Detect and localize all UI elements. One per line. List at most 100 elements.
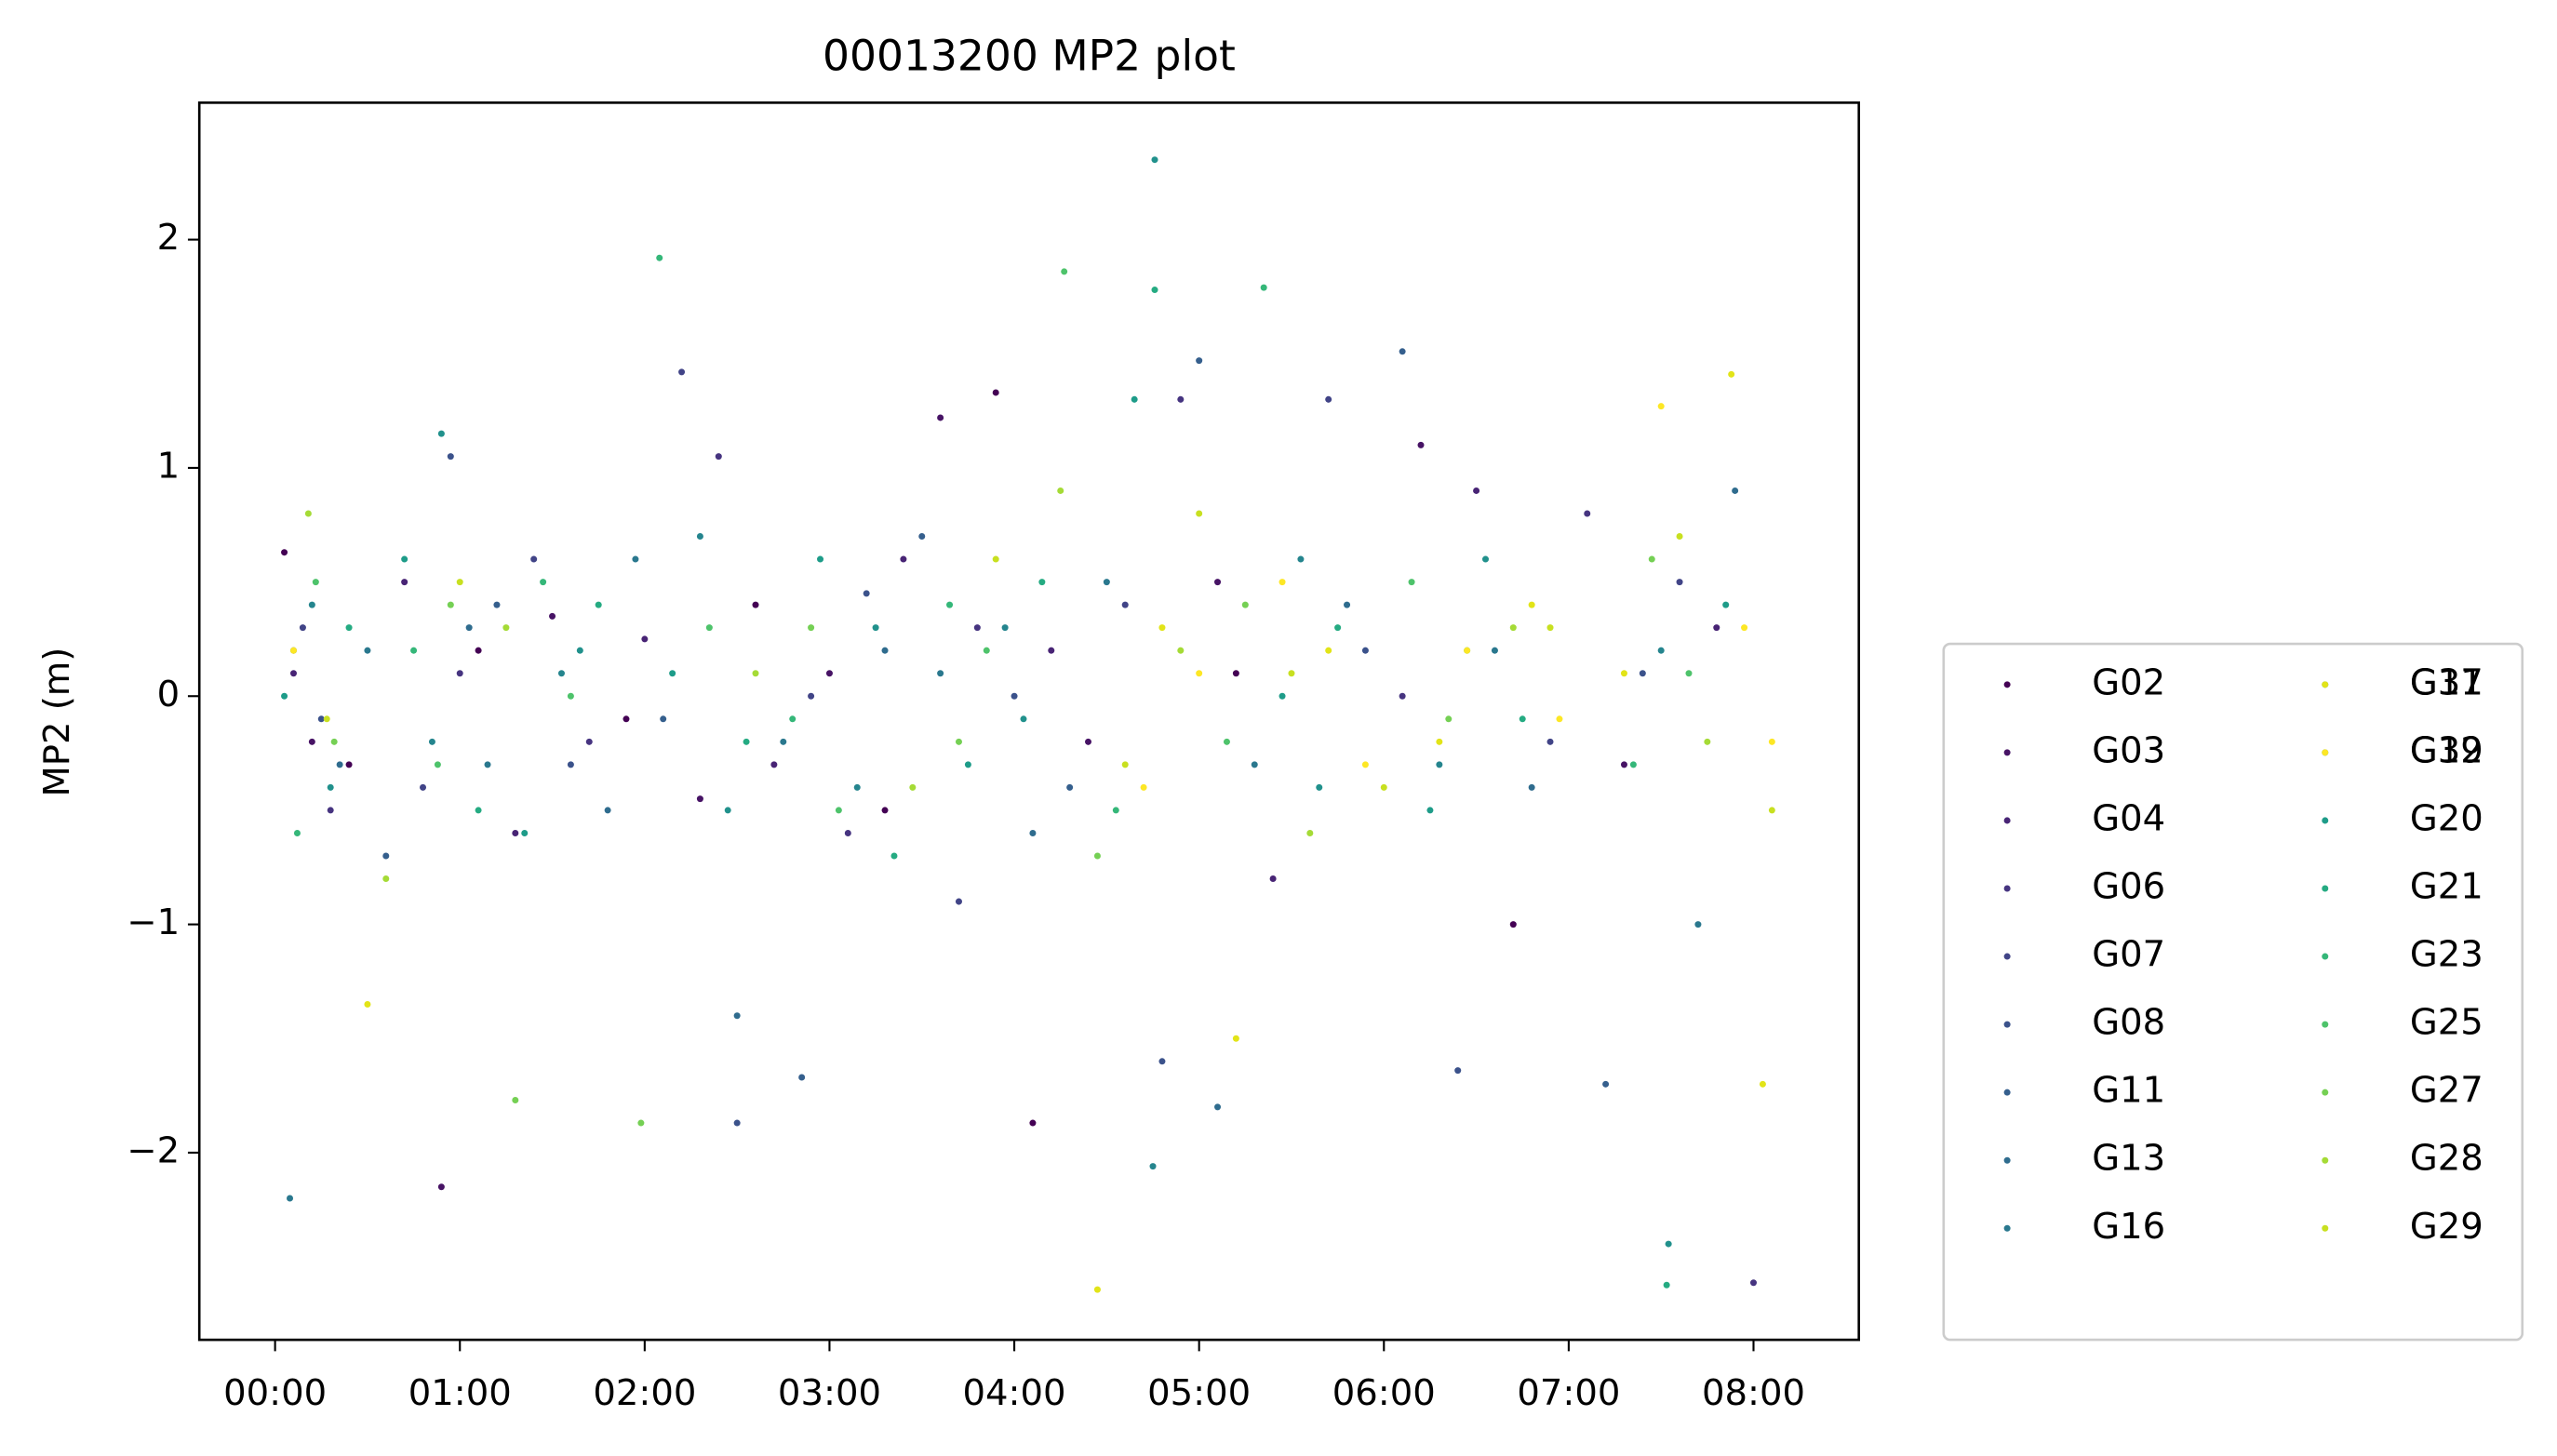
point (299, 624, 306, 632)
point (632, 555, 639, 563)
legend-label: G19 (2410, 729, 2483, 771)
point (1038, 579, 1046, 586)
point (1399, 348, 1406, 355)
point (1001, 624, 1009, 632)
point (1749, 1279, 1757, 1287)
legend-label: G31 (2410, 661, 2483, 703)
point (1556, 715, 1563, 723)
point (456, 579, 463, 586)
point (1454, 1067, 1462, 1075)
point (1316, 783, 1323, 791)
point (1177, 647, 1185, 654)
legend-label: G29 (2410, 1206, 2483, 1248)
x-tick-label: 02:00 (593, 1372, 696, 1414)
point (733, 1012, 741, 1020)
point (964, 761, 971, 768)
point (1408, 579, 1415, 586)
point (909, 783, 917, 791)
point (567, 761, 574, 768)
x-tick-label: 04:00 (963, 1372, 1066, 1414)
point (1602, 1080, 1610, 1088)
x-tick-label: 06:00 (1332, 1372, 1436, 1414)
point (1057, 487, 1064, 494)
legend-label: G04 (2092, 797, 2165, 839)
point (1732, 487, 1739, 494)
point (669, 670, 676, 677)
point (1093, 1286, 1101, 1293)
point (364, 647, 371, 654)
point (696, 795, 703, 803)
point (1445, 715, 1453, 723)
point (437, 1183, 445, 1191)
point (1528, 783, 1535, 791)
point (881, 807, 889, 814)
point (752, 601, 759, 608)
point (1061, 268, 1068, 275)
point (825, 670, 833, 677)
point (1491, 647, 1498, 654)
point (853, 783, 861, 791)
point (1196, 510, 1203, 517)
legend-marker (2003, 885, 2011, 892)
point (1663, 1281, 1670, 1289)
point (1657, 403, 1665, 410)
legend-marker (2003, 1021, 2011, 1028)
legend-label: G13 (2092, 1138, 2165, 1180)
point (1546, 738, 1554, 745)
point (289, 670, 297, 677)
point (1759, 1080, 1766, 1088)
legend-marker (2322, 681, 2329, 688)
point (401, 555, 408, 563)
point (1436, 761, 1443, 768)
legend-marker (2003, 1089, 2011, 1096)
point (1482, 555, 1490, 563)
legend-marker (2003, 749, 2011, 756)
point (752, 670, 759, 677)
point (1417, 441, 1425, 448)
point (890, 852, 898, 860)
point (1676, 579, 1683, 586)
point (1728, 370, 1735, 378)
legend-marker (2003, 953, 2011, 960)
point (1464, 647, 1471, 654)
point (1151, 156, 1158, 164)
point (410, 647, 418, 654)
point (1509, 624, 1517, 632)
point (576, 647, 583, 654)
point (521, 829, 529, 836)
point (973, 624, 981, 632)
point (312, 579, 319, 586)
point (293, 829, 301, 836)
point (437, 430, 445, 437)
point (743, 738, 750, 745)
point (937, 414, 944, 421)
y-tick-label: 0 (157, 674, 181, 715)
legend-marker (2003, 1156, 2011, 1164)
legend-marker (2322, 953, 2329, 960)
point (428, 738, 435, 745)
point (992, 389, 999, 396)
point (1029, 829, 1037, 836)
point (330, 738, 338, 745)
legend-marker (2322, 749, 2329, 756)
legend-label: G27 (2410, 1070, 2483, 1112)
point (401, 579, 408, 586)
point (1241, 601, 1249, 608)
point (336, 761, 343, 768)
point (1306, 829, 1314, 836)
point (595, 601, 602, 608)
point (1741, 624, 1748, 632)
point (844, 829, 851, 836)
point (530, 555, 538, 563)
point (1288, 670, 1295, 677)
point (1232, 670, 1239, 677)
point (1093, 852, 1101, 860)
legend-marker (2322, 1156, 2329, 1164)
point (1629, 761, 1637, 768)
point (770, 761, 778, 768)
point (881, 647, 889, 654)
point (512, 1097, 519, 1104)
x-tick-label: 01:00 (408, 1372, 512, 1414)
point (327, 807, 334, 814)
point (715, 453, 722, 461)
